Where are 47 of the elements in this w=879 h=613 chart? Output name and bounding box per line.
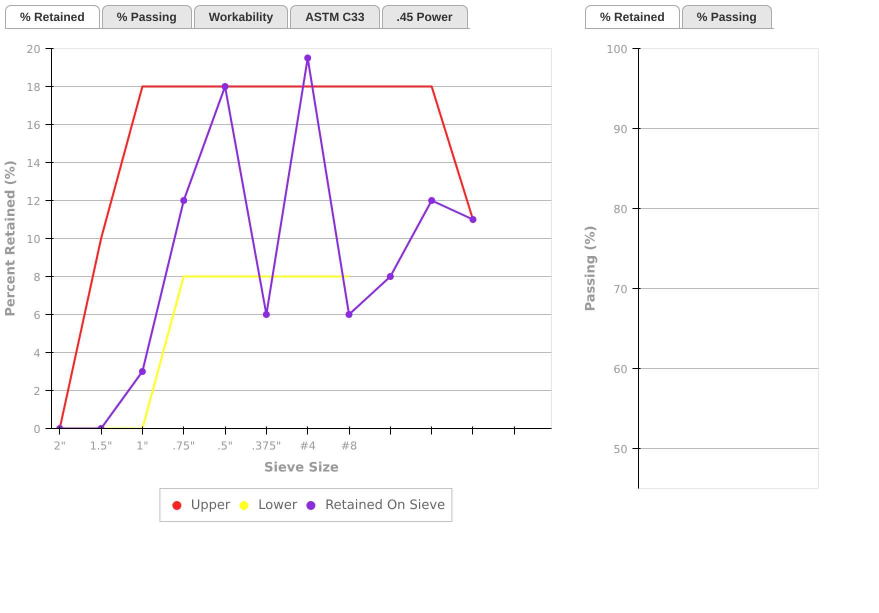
y-tick-label: 6 bbox=[34, 309, 40, 322]
x-tick-label: 2" bbox=[54, 440, 66, 452]
y-tick-label: 12 bbox=[26, 195, 41, 208]
point bbox=[222, 83, 229, 90]
x-tick-label: 1" bbox=[136, 440, 148, 452]
y-tick-label: 100 bbox=[606, 43, 628, 56]
y-tick-label: 4 bbox=[34, 347, 40, 360]
x-tick-label: 1.5" bbox=[90, 440, 112, 452]
x-tick-label: #8 bbox=[340, 440, 358, 452]
y-tick-label: 0 bbox=[34, 423, 40, 436]
y-tick-label: 20 bbox=[26, 43, 41, 56]
text: Workability bbox=[194, 5, 288, 28]
text: % Passing bbox=[102, 5, 192, 28]
text: % Passing bbox=[682, 5, 772, 28]
x-tick-label: .75" bbox=[172, 440, 196, 452]
x-tick-label: .5" bbox=[217, 440, 233, 452]
x-tick-label: #4 bbox=[300, 440, 316, 452]
y-tick-label: 70 bbox=[614, 283, 628, 296]
text: % Retained bbox=[585, 5, 680, 28]
y-tick-label: 10 bbox=[26, 233, 41, 246]
text: ASTM C33 bbox=[290, 5, 380, 28]
point bbox=[180, 197, 188, 204]
y-tick-label: 8 bbox=[34, 271, 40, 284]
legend-label: Retained On Sieve bbox=[325, 498, 446, 512]
point bbox=[304, 54, 312, 62]
point bbox=[346, 311, 353, 318]
y-axis-title: Passing (%) bbox=[584, 226, 599, 312]
y-tick-label: 16 bbox=[26, 119, 41, 132]
y-tick-label: 50 bbox=[614, 443, 628, 456]
y-tick-label: 14 bbox=[26, 157, 41, 170]
y-tick-label: 2 bbox=[34, 385, 40, 398]
point bbox=[428, 197, 436, 204]
text: % Retained bbox=[5, 5, 100, 28]
point bbox=[262, 311, 270, 318]
y-tick-label: 60 bbox=[614, 363, 628, 376]
point bbox=[386, 273, 394, 280]
x-tick-label: .375" bbox=[252, 440, 282, 452]
legend-label: Lower bbox=[258, 498, 298, 512]
y-tick-label: 18 bbox=[26, 81, 41, 94]
y-tick-label: 90 bbox=[614, 123, 628, 136]
y-tick-label: 80 bbox=[614, 203, 628, 216]
x-axis-title: Sieve Size bbox=[264, 460, 340, 476]
text: .45 Power bbox=[382, 5, 468, 28]
point bbox=[469, 216, 476, 223]
point bbox=[138, 368, 146, 375]
y-axis-title: Percent Retained (%) bbox=[4, 160, 19, 317]
legend-label: Upper bbox=[190, 498, 230, 512]
